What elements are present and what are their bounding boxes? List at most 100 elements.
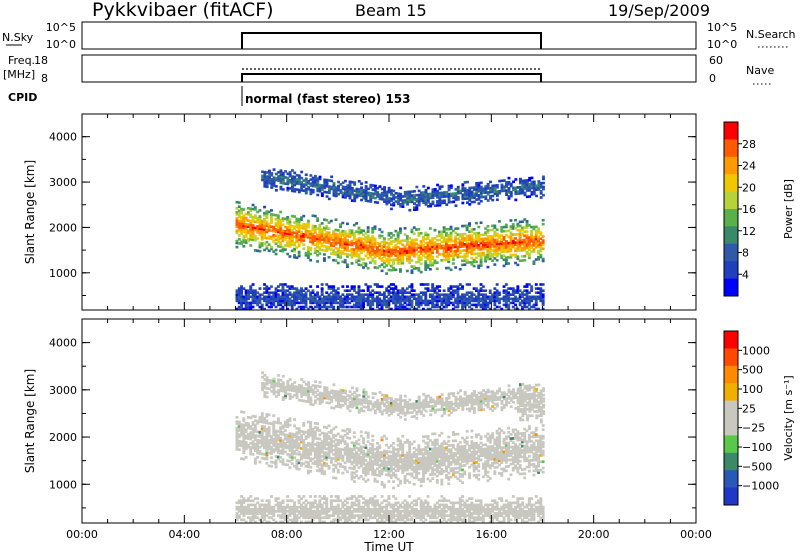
- power-cell: [456, 187, 460, 191]
- power-cell: [346, 285, 349, 288]
- power-cell: [316, 254, 319, 257]
- power-cell: [539, 192, 543, 195]
- power-cell: [334, 301, 338, 305]
- power-cell: [318, 231, 322, 235]
- velocity-cell: [373, 452, 377, 455]
- power-cell: [288, 172, 292, 176]
- power-cell: [311, 232, 315, 236]
- power-cell: [390, 189, 393, 192]
- power-cell: [396, 262, 400, 265]
- velocity-cell: [352, 459, 356, 462]
- power-cell: [481, 305, 485, 309]
- power-cell: [528, 195, 532, 198]
- power-cell: [426, 196, 430, 200]
- power-cell: [302, 237, 306, 240]
- power-cell: [528, 189, 532, 192]
- velocity-cell: [415, 472, 418, 475]
- power-cell: [392, 250, 395, 253]
- power-cell: [502, 254, 506, 257]
- power-cell: [408, 295, 412, 299]
- power-cell: [272, 303, 276, 307]
- velocity-cell: [258, 433, 262, 436]
- power-cell: [380, 193, 384, 197]
- power-cell: [293, 179, 297, 183]
- power-cell: [537, 186, 541, 189]
- power-cell: [518, 230, 522, 234]
- power-cell: [410, 251, 414, 254]
- power-cell: [295, 188, 299, 191]
- power-cell: [366, 267, 370, 270]
- power-cell: [256, 218, 260, 222]
- power-cell: [276, 220, 280, 224]
- power-cell: [511, 289, 515, 292]
- power-cell: [465, 251, 469, 254]
- velocity-cell: [385, 450, 389, 453]
- power-cell: [364, 195, 368, 198]
- power-cell: [293, 254, 296, 257]
- power-cell: [373, 186, 377, 190]
- power-cell: [491, 238, 494, 242]
- power-cell: [346, 265, 349, 268]
- power-cell: [253, 216, 257, 219]
- power-cell: [504, 258, 508, 261]
- velocity-cell: [272, 422, 276, 426]
- velocity-cell: [472, 463, 476, 467]
- power-cell: [320, 236, 324, 239]
- power-cell: [304, 301, 308, 305]
- power-cell: [454, 204, 458, 207]
- power-cell: [424, 188, 428, 192]
- velocity-cell: [325, 462, 329, 466]
- power-cell: [323, 259, 326, 262]
- velocity-cell: [336, 470, 340, 474]
- velocity-cell: [258, 460, 262, 464]
- power-cell: [394, 301, 398, 305]
- velocity-cell: [456, 449, 460, 453]
- power-cell: [359, 229, 363, 232]
- power-cell: [401, 251, 405, 255]
- velocity-cell: [481, 450, 485, 453]
- velocity-cell: [341, 437, 345, 441]
- power-cell: [348, 233, 352, 236]
- velocity-cell: [371, 439, 375, 442]
- power-cell: [442, 305, 446, 309]
- power-cell: [541, 299, 545, 303]
- power-cell: [410, 242, 414, 246]
- power-cell: [235, 291, 239, 294]
- velocity-cell: [399, 464, 402, 468]
- power-cell: [491, 184, 495, 188]
- velocity-cell: [454, 439, 458, 443]
- power-cell: [297, 228, 301, 231]
- power-cell: [276, 303, 280, 307]
- power-cell: [237, 287, 241, 290]
- power-cell: [463, 253, 467, 256]
- velocity-cell: [247, 435, 250, 438]
- velocity-cell: [346, 432, 349, 435]
- power-cell: [521, 189, 525, 193]
- power-cell: [477, 297, 481, 301]
- velocity-cell: [382, 485, 386, 489]
- power-cell: [297, 295, 301, 299]
- velocity-cell: [445, 452, 448, 456]
- power-cell: [258, 209, 262, 212]
- power-cell: [373, 266, 377, 269]
- power-cell: [240, 295, 243, 299]
- velocity-cell: [316, 460, 319, 464]
- power-cell: [279, 175, 283, 179]
- power-cell: [376, 303, 379, 307]
- power-cell: [442, 299, 446, 303]
- power-cell: [332, 289, 336, 292]
- velocity-cell: [302, 443, 306, 446]
- velocity-cell: [334, 457, 338, 461]
- velocity-cell: [419, 484, 423, 488]
- velocity-cell: [309, 433, 313, 437]
- power-cell: [468, 246, 471, 250]
- power-cell: [436, 193, 439, 197]
- power-cell: [332, 182, 336, 185]
- velocity-cell: [300, 447, 303, 450]
- velocity-cell: [405, 441, 409, 444]
- velocity-cell: [387, 471, 391, 475]
- power-cell: [339, 297, 342, 301]
- power-cell: [270, 174, 274, 177]
- power-cell: [385, 303, 389, 307]
- power-colorbar-swatch: [724, 261, 738, 280]
